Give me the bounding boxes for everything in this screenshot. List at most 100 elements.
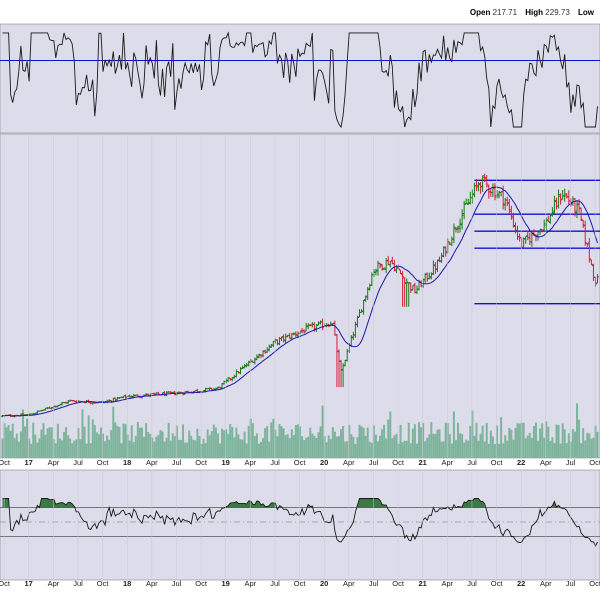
volume-bar [30,443,33,458]
volume-bar [3,423,6,458]
volume-bar [24,426,27,458]
volume-bar [457,422,459,458]
volume-bar [522,422,525,458]
x-tick-label: Apr [540,579,552,588]
volume-bar [214,427,217,458]
volume-bar [218,443,221,458]
volume-bar [186,442,189,458]
x-tick-label: 22 [517,458,525,467]
volume-bar [196,428,199,458]
volume-bar [40,429,43,458]
volume-bar [93,424,96,458]
volume-bar [67,435,70,458]
volume-bar [348,424,351,458]
volume-bar [592,437,595,458]
volume-bar [157,434,160,458]
volume-bar [582,428,585,458]
volume-bar [235,427,238,458]
x-tick-label: 17 [25,579,33,588]
x-tick-label: 20 [320,458,328,467]
volume-bar [403,440,406,458]
volume-bar [409,443,412,458]
volume-bar [323,436,326,458]
volume-bar [247,425,250,458]
volume-bar [362,427,365,458]
volume-bar [561,423,564,458]
volume-bar [350,434,353,458]
volume-bar [520,422,523,458]
volume-bar [52,439,55,458]
volume-bar [333,431,336,458]
volume-bar [508,427,511,458]
x-tick-label: Apr [343,458,355,467]
x-tick-label: Jul [566,579,576,588]
volume-bar [192,439,195,458]
x-tick-label: 18 [123,458,131,467]
volume-bar [516,423,519,458]
volume-bar [122,423,125,458]
x-tick-label: Apr [244,458,256,467]
volume-bar [190,435,193,458]
overbought-fill [357,498,387,508]
volume-bar [282,428,285,458]
x-tick-label: 20 [320,579,328,588]
volume-bar [69,438,72,458]
volume-bar [346,441,349,458]
volume-bar [79,439,82,458]
volume-bar [108,439,111,458]
volume-bar [354,443,357,458]
volume-bar [120,443,123,458]
volume-bar [83,426,86,458]
volume-bar [104,441,107,458]
volume-bar [54,443,57,458]
volume-bar [467,440,470,458]
volume-bar [63,431,66,458]
volume-bar [233,437,236,458]
volume-bar [430,422,433,458]
volume-bar [264,428,267,458]
volume-bar [418,422,421,458]
volume-bar [559,443,562,458]
volume-bar [210,431,213,458]
volume-bar [405,440,408,458]
volume-bar [177,439,180,458]
volume-bar [327,435,330,458]
volume-bar [19,431,22,458]
volume-bar [461,434,464,458]
volume-bar [134,435,137,458]
volume-bar [588,433,591,458]
volume-bar [11,423,14,458]
volume-bar [596,431,599,458]
volume-bar [126,434,129,458]
volume-bar [340,429,343,458]
volume-bar [32,422,35,458]
volume-bar [301,436,304,458]
volume-bar [321,405,324,458]
volume-bar [331,427,334,458]
volume-bar [288,438,291,458]
volume-bar [7,425,10,458]
x-tick-label: Oct [491,579,504,588]
x-tick-label: Oct [195,579,208,588]
volume-bar [498,443,501,458]
x-tick-label: Oct [97,579,110,588]
volume-bar [253,436,256,458]
volume-bar [36,442,39,458]
volume-bar [227,433,230,458]
volume-bar [132,442,135,458]
volume-bar [268,441,271,458]
volume-bar [483,441,486,458]
x-tick-label: Oct [294,579,307,588]
ohlc-readout: Open 217.71 High 229.73 Low [470,8,594,17]
volume-bar [136,422,139,458]
volume-bar [102,433,105,458]
volume-bar [571,429,574,458]
volume-bar [537,440,540,458]
volume-bar [500,417,503,458]
volume-bar [485,423,488,458]
volume-bar [578,419,581,458]
volume-bar [495,425,498,458]
bottom-oscillator-panel [0,469,600,581]
x-tick-label: Jul [566,458,576,467]
volume-bar [504,435,507,458]
